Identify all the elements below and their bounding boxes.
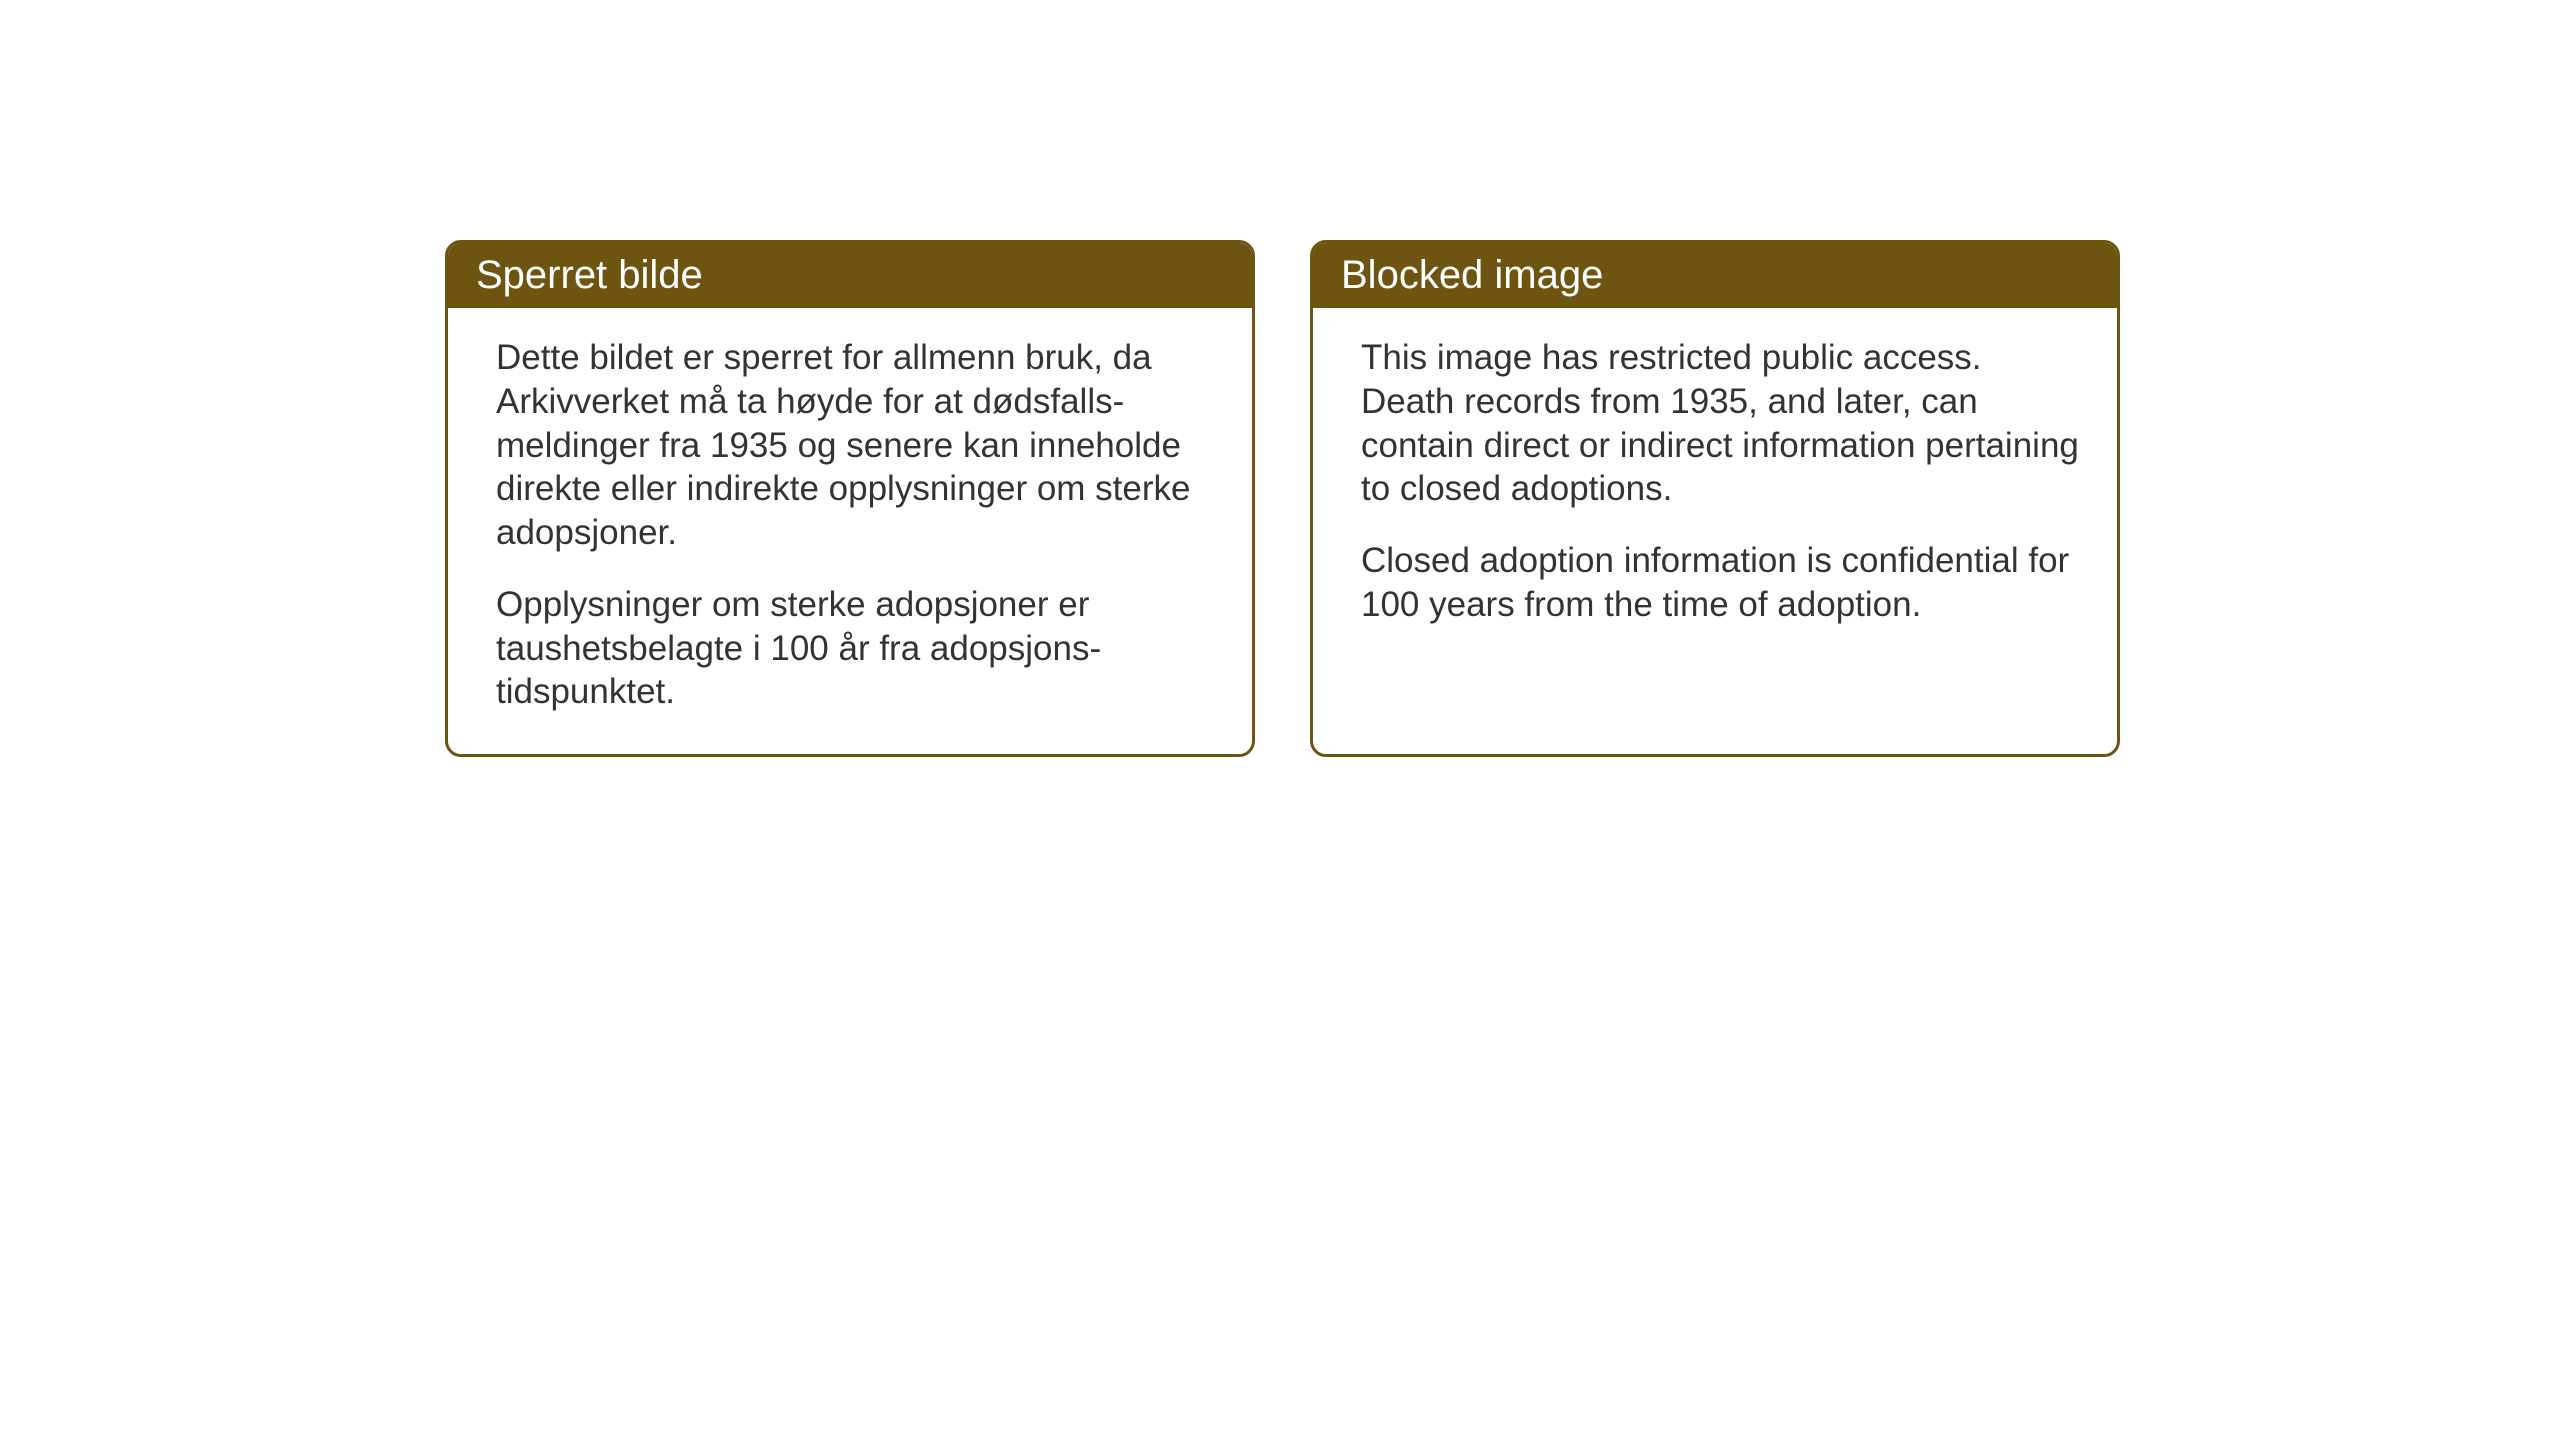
notice-container: Sperret bilde Dette bildet er sperret fo…: [445, 240, 2120, 757]
notice-paragraph-1-norwegian: Dette bildet er sperret for allmenn bruk…: [496, 336, 1214, 555]
notice-title-english: Blocked image: [1341, 253, 1603, 297]
notice-paragraph-2-norwegian: Opplysninger om sterke adopsjoner er tau…: [496, 583, 1214, 714]
notice-box-english: Blocked image This image has restricted …: [1310, 240, 2120, 757]
notice-body-norwegian: Dette bildet er sperret for allmenn bruk…: [448, 308, 1252, 754]
notice-body-english: This image has restricted public access.…: [1313, 308, 2117, 667]
notice-header-norwegian: Sperret bilde: [448, 243, 1252, 308]
notice-paragraph-2-english: Closed adoption information is confident…: [1361, 539, 2079, 627]
notice-paragraph-1-english: This image has restricted public access.…: [1361, 336, 2079, 511]
notice-title-norwegian: Sperret bilde: [476, 253, 703, 297]
notice-header-english: Blocked image: [1313, 243, 2117, 308]
notice-box-norwegian: Sperret bilde Dette bildet er sperret fo…: [445, 240, 1255, 757]
